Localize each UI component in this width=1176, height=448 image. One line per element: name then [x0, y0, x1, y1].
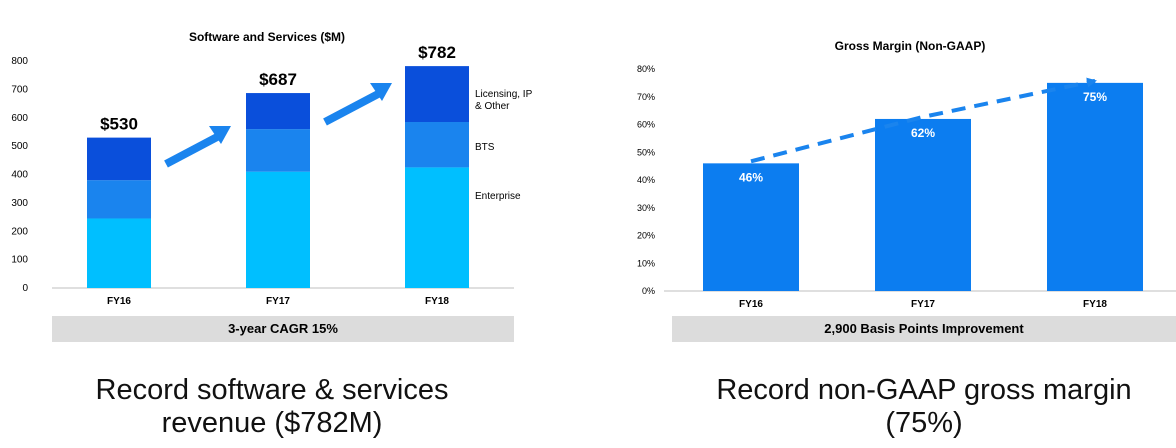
right-chart-title: Gross Margin (Non-GAAP): [835, 39, 986, 53]
growth-arrow-2-head: [370, 83, 392, 101]
left-bar-segment: [87, 137, 151, 181]
growth-arrow-2-shaft: [323, 89, 382, 126]
left-cagr-text: 3-year CAGR 15%: [228, 321, 338, 336]
left-bar-segment: [405, 122, 469, 168]
trend-dashed-arrow: [750, 77, 1097, 164]
legend-enterprise: Enterprise: [475, 191, 521, 202]
right-y-tick-label: 10%: [637, 258, 655, 268]
legend-bts: BTS: [475, 142, 495, 153]
right-y-tick-label: 30%: [637, 203, 655, 213]
right-improvement-band: [672, 316, 1176, 342]
left-y-tick-label: 500: [11, 141, 28, 152]
left-chart-marks: 0 100 200 300 400 500 600 700 800 $530 FY16 $687 FY1…: [11, 43, 514, 307]
left-x-tick-label: FY16: [107, 296, 131, 307]
right-x-tick-label: FY16: [739, 299, 763, 310]
left-y-tick-label: 300: [11, 198, 28, 209]
left-bar-segment: [405, 167, 469, 288]
legend-licensing-line1: Licensing, IP: [475, 89, 533, 100]
right-y-tick-label: 70%: [637, 92, 655, 102]
right-bar-value-label: 46%: [739, 170, 763, 184]
right-y-tick-label: 20%: [637, 231, 655, 241]
left-bar-segment: [87, 218, 151, 288]
legend-licensing-line2: & Other: [475, 101, 510, 112]
right-bar-value-label: 75%: [1083, 90, 1107, 104]
left-bar-segment: [246, 171, 310, 288]
right-chart-marks: 0% 10% 20% 30% 40% 50% 60% 70% 80% 46% FY16 62% FY17…: [637, 64, 1176, 310]
left-caption: Record software & services revenue ($782…: [95, 374, 449, 439]
left-total-label: $530: [100, 115, 138, 134]
left-bar-segment: [87, 180, 151, 219]
right-y-tick-label: 80%: [637, 64, 655, 74]
right-bar: [1047, 82, 1143, 291]
right-bar: [703, 163, 799, 291]
left-chart-title: Software and Services ($M): [189, 30, 345, 44]
left-bar-segment: [246, 129, 310, 172]
left-y-tick-label: 100: [11, 255, 28, 266]
legend-licensing: Licensing, IP & Other: [475, 89, 535, 112]
left-y-tick-label: 0: [22, 283, 28, 294]
right-caption: Record non-GAAP gross margin (75%): [716, 374, 1132, 439]
left-y-tick-label: 800: [11, 56, 28, 67]
left-x-tick-label: FY18: [425, 296, 449, 307]
left-y-tick-label: 200: [11, 226, 28, 237]
right-x-tick-label: FY18: [1083, 299, 1107, 310]
left-x-tick-label: FY17: [266, 296, 290, 307]
left-y-tick-label: 700: [11, 84, 28, 95]
right-bar: [875, 118, 971, 291]
left-bar-segment: [246, 93, 310, 130]
right-y-tick-label: 60%: [637, 120, 655, 130]
right-y-tick-label: 50%: [637, 147, 655, 157]
left-total-label: $687: [259, 70, 297, 89]
right-improvement-text: 2,900 Basis Points Improvement: [824, 321, 1024, 336]
right-y-tick-label: 40%: [637, 175, 655, 185]
right-x-tick-label: FY17: [911, 299, 935, 310]
left-total-label: $782: [418, 43, 456, 62]
right-bar-value-label: 62%: [911, 126, 935, 140]
left-bar-segment: [405, 66, 469, 123]
left-y-tick-label: 400: [11, 170, 28, 181]
growth-arrow-1-head: [209, 126, 231, 144]
right-y-tick-label: 0%: [642, 286, 655, 296]
left-cagr-band: [52, 316, 514, 342]
growth-arrow-1-shaft: [164, 132, 221, 168]
left-y-tick-label: 600: [11, 113, 28, 124]
